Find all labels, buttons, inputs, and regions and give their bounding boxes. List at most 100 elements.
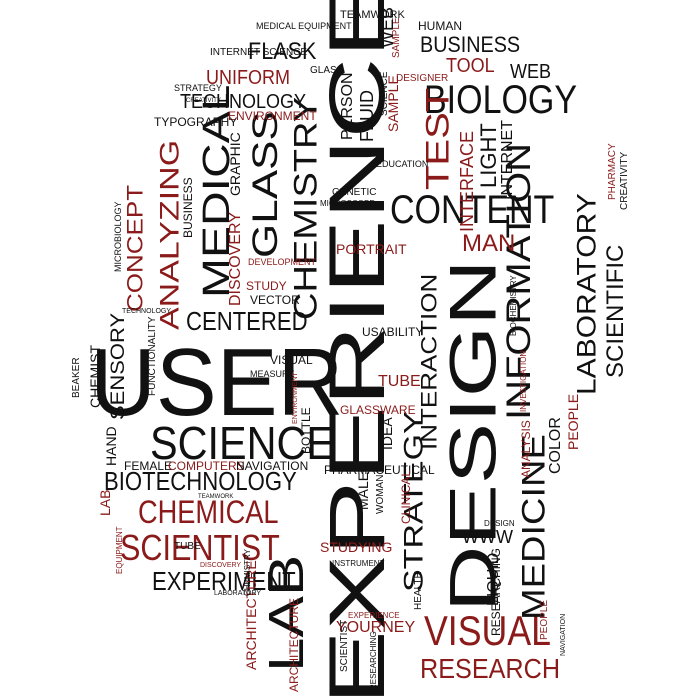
word-glass: GLASS [245,111,285,258]
word-test: TEST [420,87,456,190]
word-laboratory: LABORATORY [572,193,602,395]
word-tool: TOOL [446,55,495,77]
word-pharmaceutical: PHARMACEUTICAL [324,463,435,477]
word-user: USER [90,329,344,436]
word-creativity: CREATIVITY [619,151,630,210]
word-chemical: CHEMICAL [138,494,279,530]
word-development: DEVELOPMENT [248,257,317,267]
word-science-small: SCIENCE [379,71,390,116]
word-laboratory-small: LABORATORY [214,590,262,597]
word-scientific: SCIENTIFIC [602,244,629,378]
word-navigation-small: NAVIGATION [560,613,567,656]
word-business-small: BUSINESS [181,177,195,238]
word-uniform: UNIFORM [206,67,290,89]
word-study: STUDY [246,279,287,293]
word-designer: DESIGNER [396,73,449,84]
word-typography: TYPOGRAPHY [154,115,238,129]
word-graphic: GRAPHIC [227,132,243,196]
word-studying: STUDYING [320,539,393,555]
word-usability: USABILITY [362,325,424,339]
word-sensory: SENSORY [106,312,129,420]
word-analyzing: ANALYZING [154,139,185,330]
word-yourney: YOURNEY [336,619,416,636]
word-idea: IDEA [379,417,395,450]
word-health: HEALTH [413,571,424,610]
word-medical-equipment: MEDICAL EQUIPMENT [256,21,352,31]
word-researching: RESEARCHING [489,547,503,636]
word-biotechnology: BIOTECHNOLOGY [104,466,297,496]
word-instrument: INSTRUMENT [332,559,385,568]
word-color: COLOR [547,417,564,474]
word-biochemistry: BIOCHEMISTRY [509,275,518,336]
word-investigation: INVESTIGATION [519,350,528,412]
word-pharmacy: PHARMACY [607,143,618,200]
word-teamwork: TEAMWORK [340,9,405,21]
word-internet: INTERNET [499,120,516,200]
word-technology-small: TECHNOLOGY [122,308,172,315]
word-technology: TECHNOLOGY [180,91,307,113]
word-analysis: ANALYSIS [519,420,533,478]
word-human: HUMAN [418,19,462,33]
word-experiment: EXPERIMENT [152,566,296,596]
word-lab-small: LAB [97,489,113,516]
word-person: PERSON [339,72,356,140]
word-strategy-small: STRATEGY [174,83,222,93]
word-interface: INTERFACE [457,130,477,232]
word-environment: ENVIRONMENT [228,109,317,123]
word-microbiology: MICROBIOLOGY [113,201,123,272]
word-female: FEMALE [124,459,173,473]
word-centered: CENTERED [186,306,308,336]
word-scientist: SCIENTIST [120,527,280,568]
word-environment-small: ENVIRONMENT [292,372,299,424]
word-woman: WOMAN [375,474,386,514]
word-web: WEB [510,61,552,83]
word-glassware: GLASSWARE [340,403,416,417]
word-man: MAN [462,230,516,257]
word-glass-small: GLASS [310,65,344,76]
word-tube: TUBE [378,373,421,390]
word-clinical: CLINICAL [399,469,413,524]
word-experience-small: EXPERIENCE [348,611,400,620]
word-visual-small: VISUAL [270,353,313,367]
word-genetic: GENETIC [332,187,377,198]
word-navigation: NAVIGATION [236,459,309,473]
word-fluid: FLUID [357,89,377,142]
word-light: LIGHT [476,123,501,188]
word-hand: HAND [103,426,119,466]
word-interaction: INTERACTION [416,273,442,450]
word-biology: BIOLOGY [424,78,578,122]
word-research: RESEARCH [420,653,561,684]
word-concept: CONCEPT [122,184,148,312]
word-discovery: DISCOVERY [227,212,244,306]
word-scientist-small: SCIENTIST [339,619,350,672]
word-teamwork-small: TEAMWORK [198,494,234,500]
word-equipment: EQUIPMENT [115,526,124,574]
word-tube-small: TUBE [174,541,201,552]
word-web-small: WEB [377,6,397,48]
word-male: MALE [355,471,371,510]
word-chemist: CHEMIST [87,345,103,408]
word-visual: VISUAL [424,607,551,654]
word-vector: VECTOR [250,293,300,307]
word-discovery-small: DISCOVERY [200,562,242,569]
word-architecture-small: ARCHITECTURE [287,597,301,692]
word-people: PEOPLE [565,393,581,450]
word-chemistry: CHEMISTRY [288,96,324,320]
word-design-small: DESIGN [484,519,515,528]
word-researching-small: RESEARCHING [369,631,378,690]
word-www: WWW [462,527,513,547]
word-chemistry-small: CHEMISTRY [243,549,252,596]
word-science: SCIENCE [150,417,335,469]
word-education: EDUCATION [376,159,429,169]
word-microscope: MICROSCOPE [320,199,375,208]
word-creativity-small: CREATIVITY [186,98,221,104]
word-functionality: FUNCTIONALITY [147,316,158,396]
word-people-small: PEOPLE [539,599,550,640]
word-internet-science: INTERNET SCIENCE [210,47,308,58]
word-beaker: BEAKER [71,357,82,398]
word-computers: COMPUTERS [168,459,245,473]
word-bottle: BOTTLE [299,407,313,454]
word-measure: MEASURE [250,369,295,379]
word-flask: FLASK [248,38,317,65]
